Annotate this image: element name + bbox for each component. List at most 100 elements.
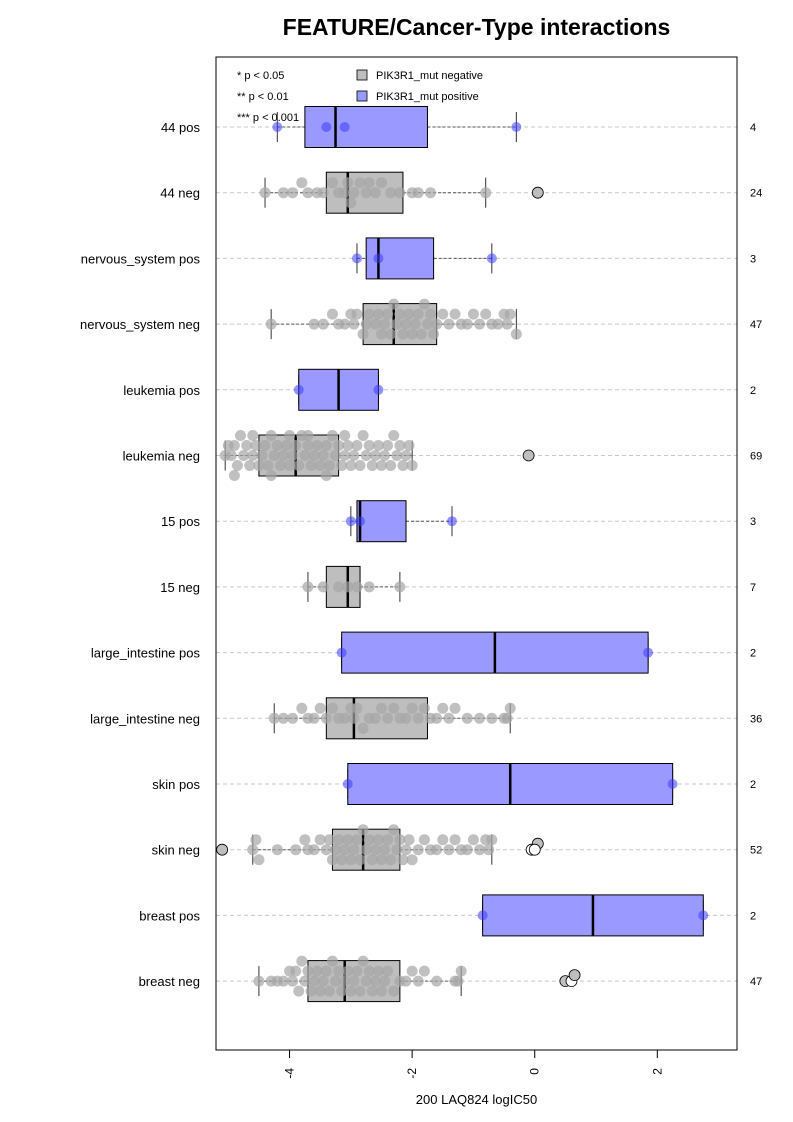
data-point	[412, 308, 424, 320]
data-point	[409, 318, 421, 330]
data-point	[231, 460, 243, 471]
data-point	[345, 516, 356, 527]
data-point	[443, 318, 455, 330]
group-count: 2	[750, 910, 756, 922]
data-point	[326, 854, 338, 866]
group-count: 2	[750, 779, 756, 791]
data-point	[382, 712, 394, 724]
chart-title: FEATURE/Cancer-Type interactions	[282, 14, 671, 40]
data-point	[360, 844, 372, 856]
data-point	[339, 122, 350, 132]
data-point	[375, 460, 387, 471]
data-point	[385, 854, 397, 866]
data-point	[425, 308, 437, 320]
data-point	[342, 965, 354, 977]
group-label: large_intestine neg	[90, 711, 200, 726]
data-point	[403, 440, 415, 451]
data-point	[336, 460, 348, 471]
data-point	[412, 187, 424, 199]
data-point	[244, 460, 256, 471]
group-counts: 4 24 3 47 2 69 3 7 2 36 2 52 2 47	[750, 122, 762, 988]
data-point	[330, 844, 342, 856]
data-point	[418, 298, 430, 310]
data-point	[345, 197, 357, 209]
outlier-point	[568, 969, 581, 981]
data-point	[247, 844, 259, 856]
data-point	[373, 253, 384, 264]
group-label: skin neg	[152, 843, 200, 858]
data-point	[379, 844, 391, 856]
data-point	[406, 702, 418, 714]
data-point	[372, 308, 384, 320]
group-label: nervous_system pos	[81, 251, 201, 266]
data-point	[247, 430, 259, 441]
legend-swatch	[356, 90, 368, 102]
data-points	[216, 122, 709, 997]
data-point	[443, 712, 455, 724]
data-point	[339, 318, 351, 330]
data-point	[314, 985, 326, 997]
data-point	[296, 955, 308, 967]
data-point	[369, 318, 381, 330]
data-point	[394, 834, 406, 846]
data-point	[412, 844, 424, 856]
data-point	[299, 834, 311, 846]
data-point	[320, 712, 332, 724]
data-point	[351, 308, 363, 320]
data-point	[317, 975, 329, 987]
data-point	[290, 440, 302, 451]
data-point	[277, 187, 289, 199]
data-point	[317, 187, 329, 199]
data-point	[357, 328, 369, 340]
data-point	[391, 450, 403, 461]
data-point	[418, 965, 430, 977]
data-point	[314, 460, 326, 471]
group-count: 3	[750, 516, 756, 528]
data-point	[253, 460, 265, 471]
data-point	[474, 844, 486, 856]
data-point	[388, 430, 400, 441]
data-point	[320, 440, 332, 451]
data-point	[415, 328, 427, 340]
data-point	[348, 187, 360, 199]
data-point	[250, 440, 262, 451]
data-point	[320, 470, 332, 481]
data-point	[363, 965, 375, 977]
data-point	[360, 450, 372, 461]
data-point	[360, 187, 372, 199]
data-point	[375, 177, 387, 189]
data-point	[342, 779, 353, 789]
data-point	[323, 460, 335, 471]
data-point	[511, 122, 522, 132]
group-count: 52	[750, 845, 762, 857]
data-point	[366, 985, 378, 997]
data-point	[277, 712, 289, 724]
data-point	[388, 298, 400, 310]
data-point	[253, 854, 265, 866]
data-point	[474, 712, 486, 724]
group-count: 24	[750, 188, 762, 200]
data-point	[486, 253, 497, 264]
legend-label: PIK3R1_mut positive	[376, 91, 479, 103]
data-point	[348, 318, 360, 330]
data-point	[348, 975, 360, 987]
data-point	[299, 450, 311, 461]
data-point	[375, 985, 387, 997]
data-point	[400, 318, 412, 330]
data-point	[274, 460, 286, 471]
data-point	[305, 460, 317, 471]
data-point	[403, 308, 415, 320]
group-count: 69	[750, 451, 762, 463]
data-point	[259, 440, 271, 451]
data-point	[293, 460, 305, 471]
x-tick-label: 2	[650, 1068, 664, 1075]
x-tick-label: 0	[528, 1068, 542, 1075]
data-point	[425, 187, 437, 199]
data-point	[265, 470, 277, 481]
group-count: 2	[750, 385, 756, 397]
data-point	[504, 308, 516, 320]
data-point	[504, 702, 516, 714]
data-point	[330, 975, 342, 987]
legend-label: PIK3R1_mut negative	[376, 70, 483, 82]
data-point	[228, 470, 240, 481]
